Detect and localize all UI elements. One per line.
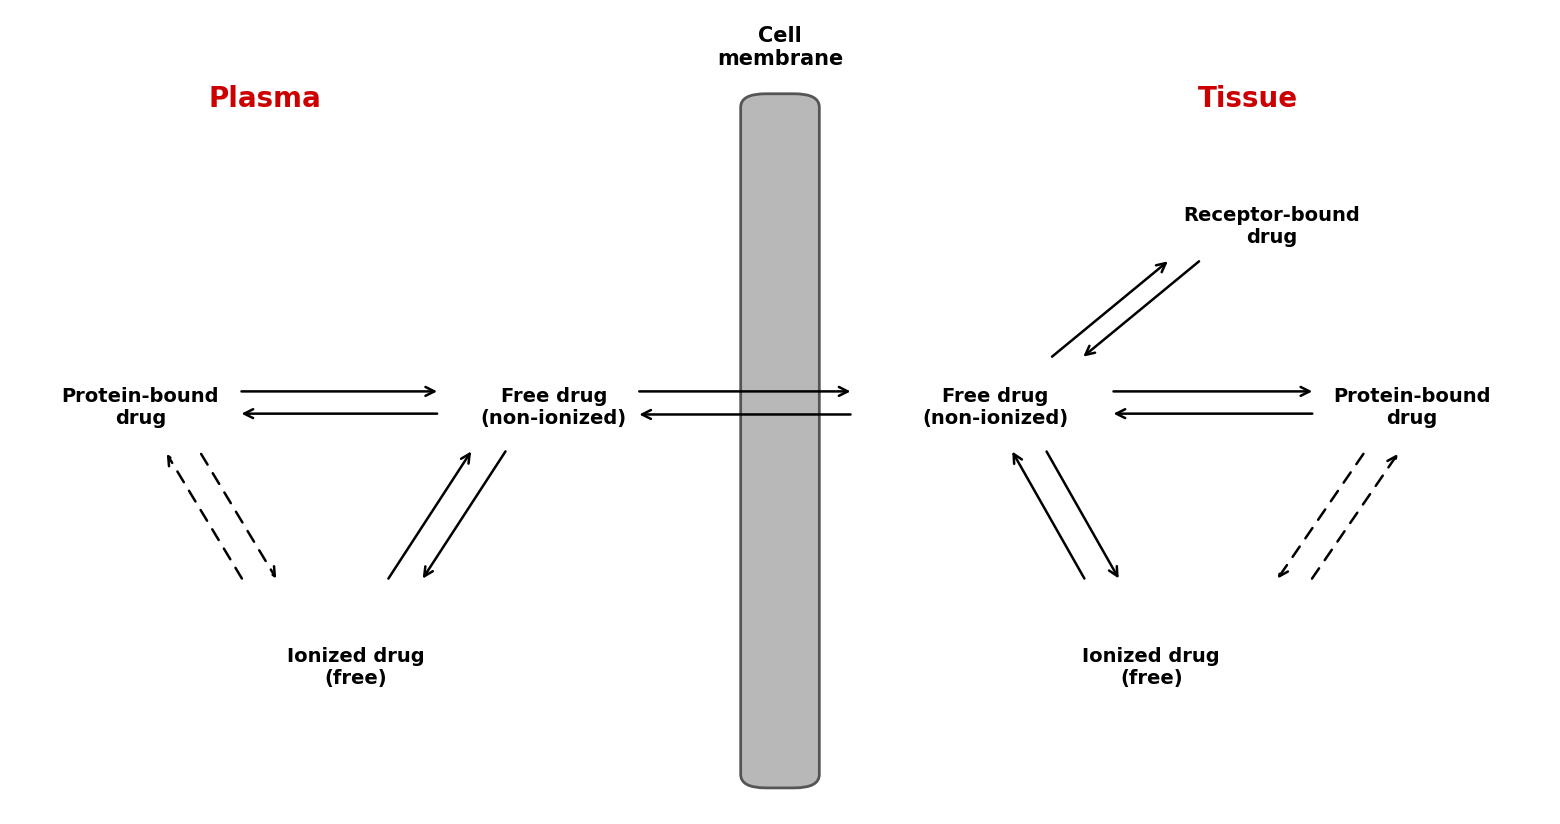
- Text: Ionized drug
(free): Ionized drug (free): [1083, 647, 1220, 688]
- Text: Free drug
(non-ionized): Free drug (non-ionized): [922, 387, 1069, 428]
- Text: Tissue: Tissue: [1198, 85, 1298, 113]
- Text: Plasma: Plasma: [209, 85, 321, 113]
- Text: Receptor-bound
drug: Receptor-bound drug: [1182, 206, 1360, 247]
- Text: Cell
membrane: Cell membrane: [718, 26, 842, 69]
- Text: Protein-bound
drug: Protein-bound drug: [62, 387, 218, 428]
- Text: Free drug
(non-ionized): Free drug (non-ionized): [480, 387, 627, 428]
- Text: Ionized drug
(free): Ionized drug (free): [287, 647, 424, 688]
- Text: Protein-bound
drug: Protein-bound drug: [1334, 387, 1490, 428]
- FancyBboxPatch shape: [741, 94, 819, 788]
